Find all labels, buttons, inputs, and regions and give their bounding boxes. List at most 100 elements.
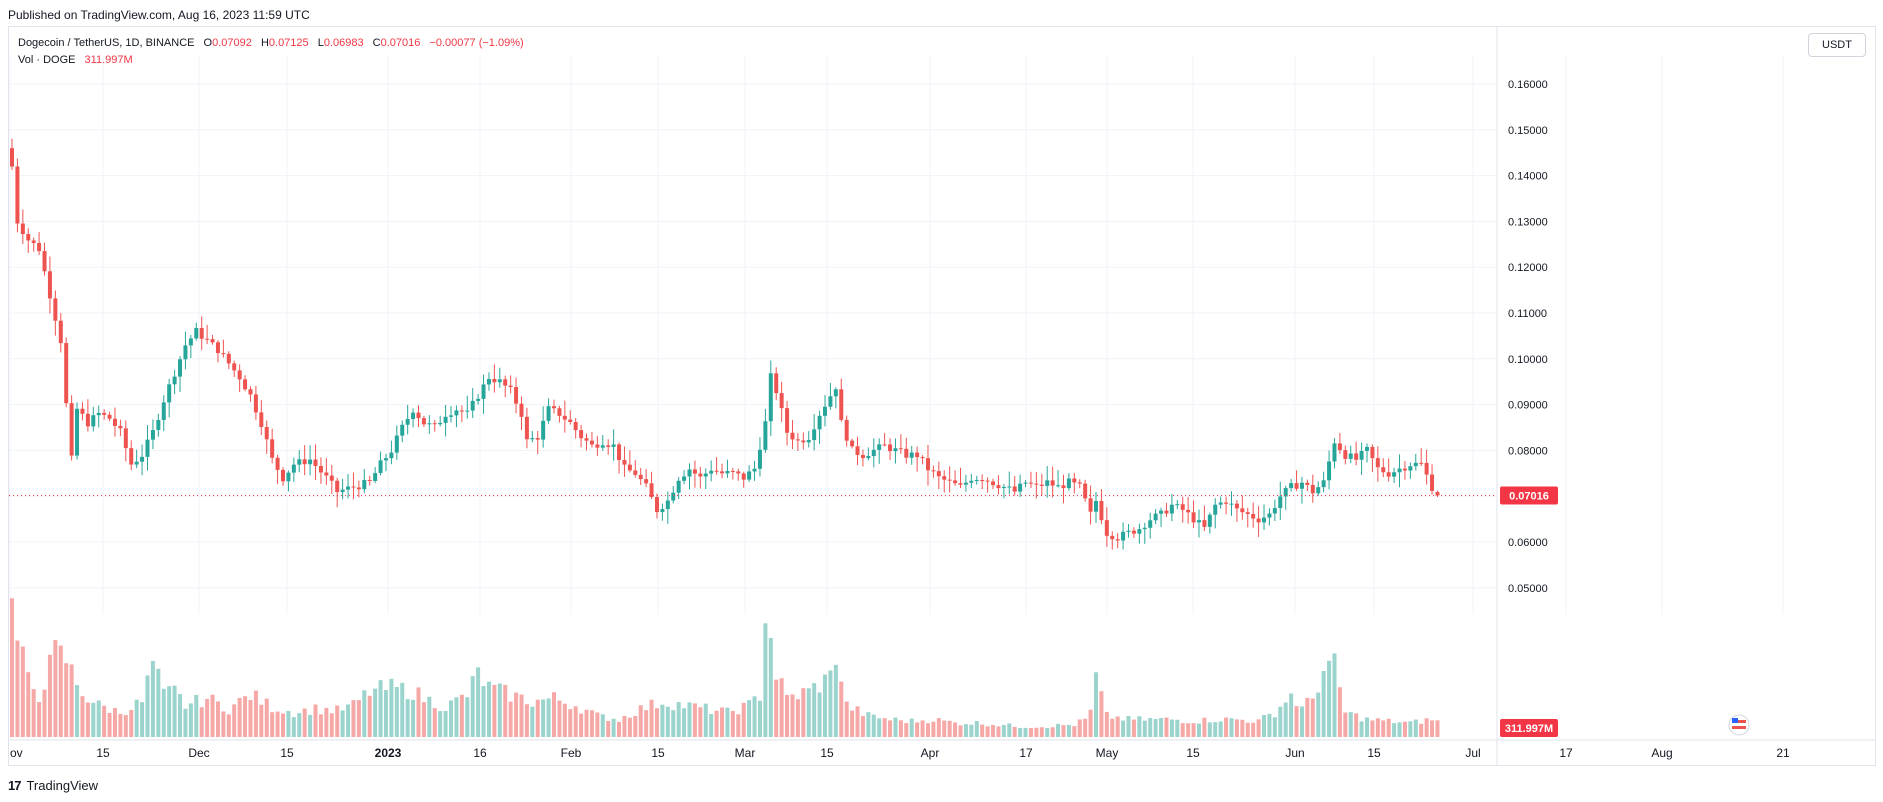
volume-bar (1370, 720, 1375, 737)
y-tick-label: 0.08000 (1508, 445, 1548, 457)
volume-bar (1375, 718, 1380, 737)
volume-bar (150, 660, 155, 737)
volume-bar (454, 697, 459, 737)
volume-bar (20, 646, 25, 737)
candle-down (42, 251, 47, 272)
candle-up (676, 480, 681, 493)
y-tick-label: 0.12000 (1508, 262, 1548, 274)
volume-bar (37, 702, 42, 737)
last-price-label: 0.07016 (1509, 490, 1549, 502)
candle-down (259, 412, 264, 427)
candle-down (264, 426, 269, 440)
candle-down (779, 393, 784, 409)
candle-down (1224, 502, 1229, 504)
candle-up (486, 378, 491, 385)
volume-bar (828, 670, 833, 737)
currency-button[interactable]: USDT (1808, 33, 1866, 57)
volume-bar (839, 681, 844, 737)
candle-up (411, 412, 416, 420)
volume-indicator-label[interactable]: Vol · DOGE (18, 54, 76, 66)
volume-bar (1392, 723, 1397, 737)
volume-bar (1121, 720, 1126, 737)
candle-down (850, 440, 855, 447)
volume-bar (980, 724, 985, 737)
candle-down (1072, 478, 1077, 483)
candle-up (1272, 508, 1277, 514)
candle-down (888, 444, 893, 452)
footer-branding: 17 TradingView (8, 776, 98, 794)
candle-up (682, 476, 687, 481)
volume-bar (226, 714, 231, 737)
candle-down (839, 389, 844, 420)
change-value: −0.00077 (−1.09%) (429, 37, 524, 49)
volume-bar (243, 696, 248, 737)
volume-bar (627, 717, 632, 737)
candle-down (1104, 520, 1109, 536)
volume-bar (1180, 723, 1185, 737)
volume-bar (888, 720, 893, 737)
candle-up (1348, 453, 1353, 459)
candle-down (1354, 453, 1359, 460)
volume-bar (1094, 672, 1098, 737)
volume-bar (281, 713, 285, 737)
candle-down (281, 469, 285, 482)
volume-bar (1126, 715, 1131, 737)
volume-bar (530, 706, 535, 737)
candle-up (1283, 488, 1288, 497)
volume-bar (579, 713, 584, 737)
x-tick-label: 16 (473, 746, 487, 760)
volume-bar (503, 684, 508, 737)
x-tick-label: 15 (820, 746, 834, 760)
published-caption: Published on TradingView.com, Aug 16, 20… (8, 8, 310, 22)
volume-bar (411, 699, 416, 737)
candle-down (199, 328, 204, 339)
candle-down (85, 413, 90, 427)
volume-bar (649, 699, 654, 737)
volume-bar (638, 705, 643, 737)
open-value: 0.07092 (212, 37, 252, 49)
volume-bar (617, 721, 622, 737)
candle-down (1424, 462, 1429, 475)
low-label: L (317, 37, 324, 49)
volume-bar (264, 698, 269, 737)
volume-bar (1234, 719, 1239, 737)
volume-bar (1386, 718, 1391, 737)
volume-bar (42, 689, 47, 737)
candle-up (91, 415, 96, 427)
candle-down (508, 385, 513, 388)
candle-down (313, 459, 318, 467)
volume-bar (1007, 723, 1012, 737)
volume-bar (362, 690, 367, 737)
candle-up (1094, 501, 1098, 512)
candle-up (476, 398, 481, 401)
candle-up (812, 429, 817, 441)
candle-down (622, 460, 627, 465)
candle-up (75, 408, 80, 456)
candle-down (644, 479, 649, 484)
volume-bar (1196, 723, 1201, 737)
candle-up (308, 459, 313, 465)
candle-down (698, 473, 703, 477)
volume-bar (1229, 718, 1234, 737)
candle-down (243, 379, 248, 390)
candle-down (552, 406, 556, 409)
y-tick-label: 0.11000 (1508, 308, 1547, 320)
candle-up (286, 472, 291, 482)
candle-down (421, 418, 426, 425)
volume-bar (703, 703, 708, 737)
candle-down (844, 419, 849, 441)
volume-bar (1050, 727, 1055, 737)
candle-up (1023, 482, 1028, 484)
candle-down (741, 473, 746, 480)
volume-bar (915, 722, 920, 737)
volume-bar (64, 663, 69, 737)
volume-bar (1267, 713, 1272, 737)
x-tick-label: 15 (1186, 746, 1200, 760)
symbol-name[interactable]: Dogecoin / TetherUS, 1D, BINANCE (18, 37, 195, 49)
candle-up (763, 421, 768, 450)
candle-down (1402, 468, 1407, 471)
volume-bar (1262, 714, 1267, 737)
volume-bar (1424, 718, 1429, 737)
volume-bar (389, 678, 394, 737)
